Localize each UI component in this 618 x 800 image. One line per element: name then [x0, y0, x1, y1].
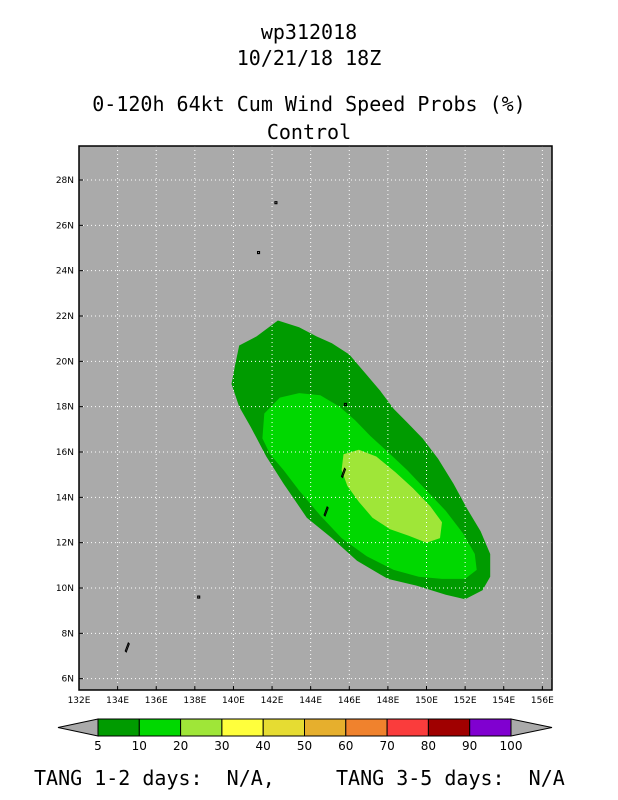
colorbar-label: 10 — [132, 739, 147, 753]
colorbar-label: 5 — [94, 739, 102, 753]
colorbar-swatch — [345, 718, 388, 737]
colorbar-label: 60 — [338, 739, 353, 753]
island-chichijima — [274, 201, 278, 205]
x-tick-label: 140E — [222, 696, 245, 706]
y-tick-label: 26N — [56, 221, 74, 231]
colorbar-swatch — [138, 718, 182, 737]
x-tick-label: 134E — [106, 696, 129, 706]
x-tick-label: 132E — [68, 696, 91, 706]
y-tick-label: 6N — [62, 675, 74, 685]
land-layer — [124, 201, 347, 653]
colorbar-swatch — [262, 718, 306, 737]
y-tick-label: 24N — [56, 267, 74, 277]
x-tick-label: 144E — [299, 696, 322, 706]
colorbar-swatch — [97, 718, 140, 737]
y-tick-label: 18N — [56, 403, 74, 413]
colorbar-label: 80 — [421, 739, 436, 753]
y-tick-label: 12N — [56, 539, 74, 549]
colorbar-swatch — [221, 718, 264, 737]
plot-frame — [78, 145, 553, 691]
y-tick-label: 14N — [56, 493, 74, 503]
tang-1-2-days: TANG 1-2 days: N/A, — [34, 766, 275, 790]
island-ngulu — [197, 595, 201, 599]
colorbar-swatch — [386, 718, 429, 737]
island-iwo-jima — [256, 250, 261, 255]
colorbar-label: 30 — [214, 739, 229, 753]
contour-layer — [231, 320, 491, 600]
colorbar-label: 100 — [500, 739, 523, 753]
colorbar-swatch — [180, 718, 223, 737]
y-tick-label: 10N — [56, 584, 74, 594]
island-palau — [124, 641, 130, 653]
product-title: 0-120h 64kt Cum Wind Speed Probs (%) — [92, 92, 526, 116]
colorbar: 5 10 20 30 40 50 60 70 80 90 100 — [57, 718, 553, 753]
y-tick-label: 20N — [56, 357, 74, 367]
datetime-title: 10/21/18 18Z — [236, 46, 382, 70]
x-tick-label: 136E — [145, 696, 168, 706]
x-tick-label: 154E — [492, 696, 515, 706]
grid-layer — [79, 146, 552, 690]
colorbar-label: 20 — [173, 739, 188, 753]
colorbar-swatch — [304, 718, 347, 737]
island-saipan — [340, 467, 347, 479]
contour-20-30 — [341, 449, 442, 543]
storm-id-title: wp312018 — [260, 20, 358, 44]
y-tick-label: 22N — [56, 312, 74, 322]
colorbar-right-arrow — [510, 718, 553, 737]
tang-3-5-days: TANG 3-5 days: N/A — [336, 766, 565, 790]
x-tick-label: 150E — [415, 696, 438, 706]
x-tick-label: 146E — [338, 696, 361, 706]
x-tick-label: 148E — [376, 696, 399, 706]
colorbar-label: 50 — [297, 739, 312, 753]
colorbar-label: 40 — [256, 739, 271, 753]
colorbar-swatch — [469, 718, 512, 737]
y-tick-label: 28N — [56, 176, 74, 186]
x-tick-label: 152E — [454, 696, 477, 706]
x-tick-label: 156E — [531, 696, 554, 706]
y-tick-label: 16N — [56, 448, 74, 458]
colorbar-swatch — [427, 718, 471, 737]
y-tick-label: 8N — [62, 629, 74, 639]
member-title: Control — [266, 120, 352, 144]
x-tick-label: 142E — [261, 696, 284, 706]
colorbar-left-arrow — [57, 718, 99, 737]
island-guam — [323, 505, 329, 517]
colorbar-label: 90 — [462, 739, 477, 753]
x-tick-label: 138E — [183, 696, 206, 706]
tick-layer: 132E 134E 136E 138E 140E 142E 144E 146E 148E 150E… — [56, 176, 554, 706]
island-pagan — [343, 402, 347, 406]
colorbar-label: 70 — [379, 739, 394, 753]
